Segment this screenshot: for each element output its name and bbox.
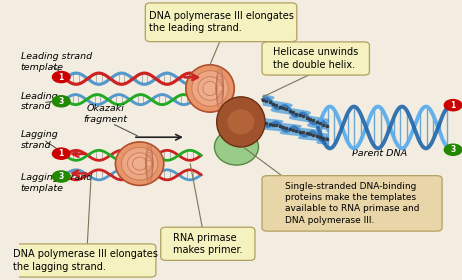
FancyBboxPatch shape — [15, 244, 156, 277]
Text: RNA primase
makes primer.: RNA primase makes primer. — [173, 233, 243, 255]
Text: 3: 3 — [59, 172, 64, 181]
Ellipse shape — [198, 77, 222, 100]
FancyBboxPatch shape — [262, 42, 370, 75]
FancyBboxPatch shape — [146, 3, 297, 42]
Circle shape — [444, 144, 462, 155]
Text: Single-stranded DNA-binding
proteins make the templates
available to RNA primase: Single-stranded DNA-binding proteins mak… — [285, 182, 419, 225]
Ellipse shape — [116, 142, 164, 185]
Ellipse shape — [192, 71, 228, 106]
Circle shape — [52, 96, 70, 107]
FancyBboxPatch shape — [262, 176, 442, 231]
Ellipse shape — [203, 81, 217, 95]
Circle shape — [444, 100, 462, 111]
Ellipse shape — [122, 147, 158, 180]
Text: Parent DNA: Parent DNA — [352, 150, 407, 158]
Ellipse shape — [186, 65, 234, 112]
Text: Okazaki
fragment: Okazaki fragment — [84, 104, 128, 124]
Circle shape — [52, 148, 70, 159]
Text: 1: 1 — [59, 149, 64, 158]
Ellipse shape — [217, 97, 265, 147]
Ellipse shape — [228, 109, 254, 134]
Text: Leading
strand: Leading strand — [21, 92, 58, 111]
Text: Lagging
strand: Lagging strand — [21, 130, 59, 150]
Text: 3: 3 — [59, 97, 64, 106]
Ellipse shape — [214, 129, 258, 165]
Text: 1: 1 — [59, 73, 64, 81]
FancyBboxPatch shape — [161, 227, 255, 260]
Text: DNA polymerase III elongates
the leading strand.: DNA polymerase III elongates the leading… — [149, 11, 293, 34]
Text: 3: 3 — [450, 145, 456, 154]
Text: Helicase unwinds
the double helix.: Helicase unwinds the double helix. — [273, 47, 359, 70]
Ellipse shape — [128, 153, 152, 174]
Circle shape — [52, 71, 70, 83]
Ellipse shape — [132, 157, 147, 170]
Text: 1: 1 — [450, 101, 456, 110]
Text: Lagging strand
template: Lagging strand template — [21, 174, 92, 193]
Text: DNA polymerase III elongates
the lagging strand.: DNA polymerase III elongates the lagging… — [13, 249, 158, 272]
Text: Leading strand
template: Leading strand template — [21, 52, 92, 72]
Circle shape — [52, 171, 70, 182]
